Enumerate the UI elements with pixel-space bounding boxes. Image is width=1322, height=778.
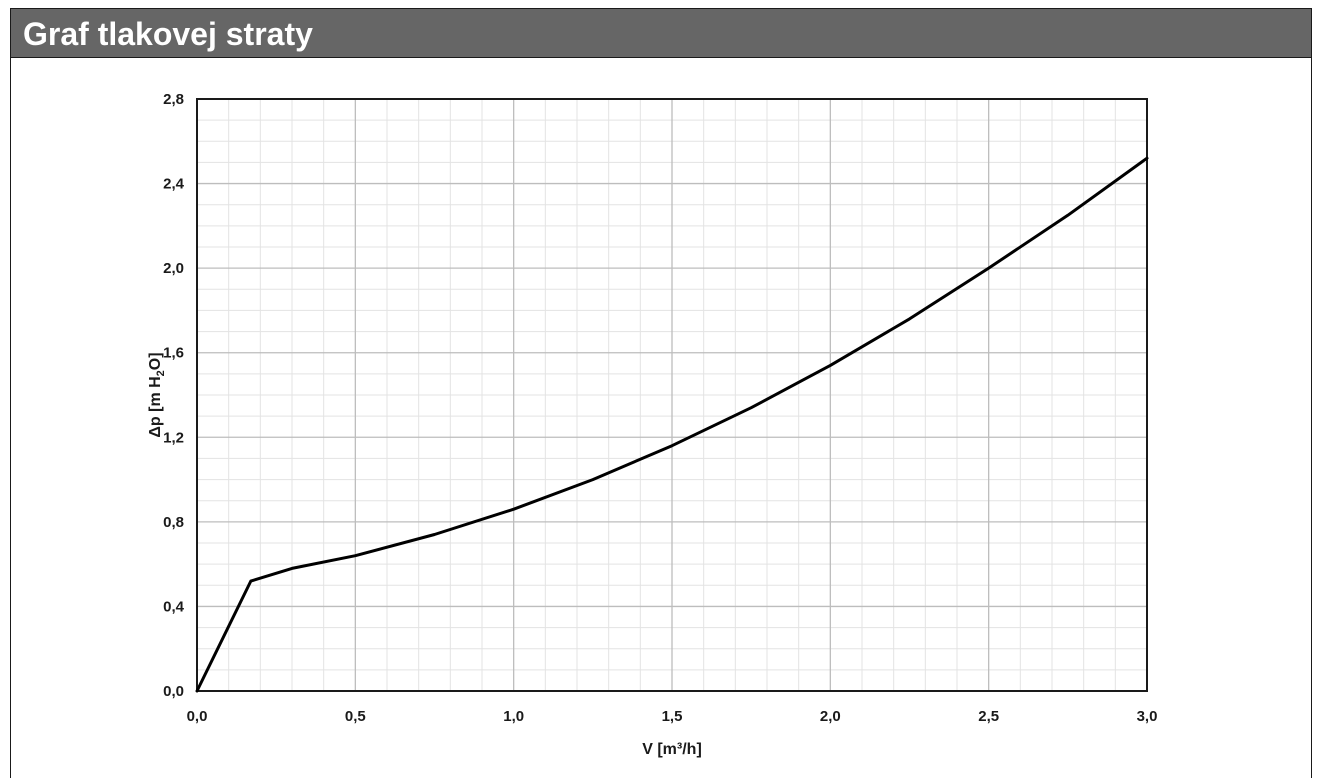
y-axis-label-subscript: 2 xyxy=(155,370,167,376)
y-tick-label: 0,0 xyxy=(163,683,184,700)
y-tick-label: 1,2 xyxy=(163,429,184,446)
title-bar: Graf tlakovej straty xyxy=(11,9,1311,58)
y-tick-label: 0,8 xyxy=(163,514,184,531)
y-tick-label: 2,0 xyxy=(163,260,184,277)
y-tick-label: 0,4 xyxy=(163,598,185,615)
major-grid xyxy=(197,99,1147,691)
page-title: Graf tlakovej straty xyxy=(23,16,313,52)
x-tick-label: 2,0 xyxy=(820,708,841,725)
x-tick-label: 1,5 xyxy=(662,708,683,725)
y-axis-label-main: Δp [m H xyxy=(147,376,164,437)
x-axis-ticks: 0,0 0,5 1,0 1,5 2,0 2,5 3,0 xyxy=(187,708,1158,725)
y-axis-label-tail: O] xyxy=(147,352,164,370)
y-axis-ticks: 0,0 0,4 0,8 1,2 1,6 2,0 2,4 2,8 xyxy=(163,91,185,700)
x-tick-label: 2,5 xyxy=(978,708,999,725)
y-axis-label: Δp [m H2O] xyxy=(147,352,167,437)
x-tick-label: 3,0 xyxy=(1137,708,1158,725)
y-tick-label: 1,6 xyxy=(163,345,184,362)
y-tick-label: 2,4 xyxy=(163,176,185,193)
x-tick-label: 0,0 xyxy=(187,708,208,725)
chart-panel: Graf tlakovej straty xyxy=(10,8,1312,778)
y-tick-label: 2,8 xyxy=(163,91,184,108)
series-line-pressure-loss xyxy=(195,156,1149,693)
x-tick-label: 0,5 xyxy=(345,708,366,725)
x-tick-label: 1,0 xyxy=(503,708,524,725)
x-axis-label: V [m³/h] xyxy=(642,741,702,758)
plot-area-frame xyxy=(196,98,1148,692)
